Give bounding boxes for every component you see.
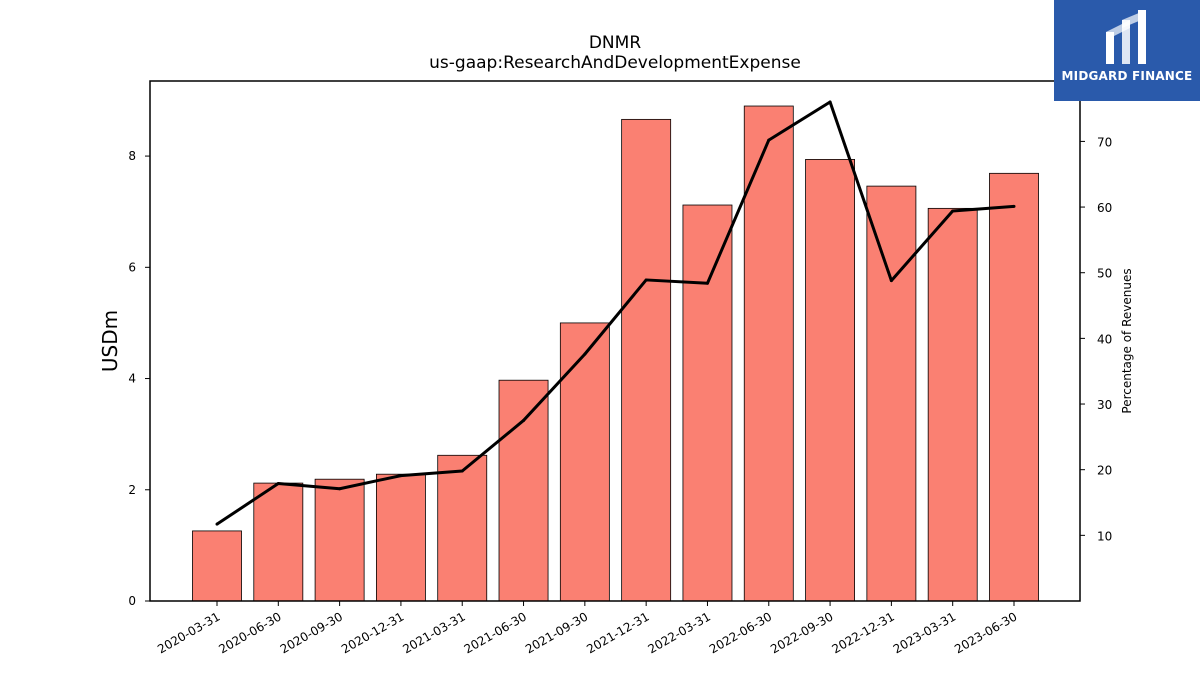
right-tick-label: 10 <box>1097 529 1112 543</box>
left-tick-label: 4 <box>128 372 136 386</box>
brand-name: MIDGARD FINANCE <box>1061 69 1193 83</box>
percentage-line <box>216 100 1015 526</box>
x-tick-label: 2022-12-31 <box>829 609 896 656</box>
bar-2021-09-30 <box>559 322 610 602</box>
left-tick-label: 8 <box>128 149 136 163</box>
left-y-axis: 0 2 4 6 8 <box>128 149 150 608</box>
right-tick-label: 50 <box>1097 267 1112 281</box>
bar-2021-03-31 <box>437 454 488 602</box>
logo-mark-icon <box>1106 10 1146 64</box>
left-tick-label: 6 <box>128 260 136 274</box>
bar-2020-09-30 <box>314 478 365 602</box>
x-tick-label: 2022-09-30 <box>768 609 835 656</box>
line-point-2022-12-31 <box>889 279 893 283</box>
x-tick-label: 2021-12-31 <box>584 609 651 656</box>
brand-logo: MIDGARD FINANCE <box>1054 0 1200 101</box>
bar-2022-12-31 <box>866 185 917 602</box>
x-tick-label: 2020-09-30 <box>278 609 345 656</box>
line-point-2021-03-31 <box>460 469 464 473</box>
bar-2022-09-30 <box>805 159 855 602</box>
bar-series <box>192 105 1039 602</box>
bar-2020-06-30 <box>253 482 304 602</box>
line-point-2023-06-30 <box>1012 204 1016 208</box>
plot-frame <box>149 80 1081 602</box>
x-tick-label: 2020-12-31 <box>339 609 406 656</box>
line-point-2023-03-31 <box>951 209 955 213</box>
bar-2021-12-31 <box>621 118 672 602</box>
x-tick-label: 2023-03-31 <box>891 609 958 656</box>
x-tick-label: 2022-03-31 <box>646 609 713 656</box>
right-tick-label: 60 <box>1097 201 1112 215</box>
line-point-2020-06-30 <box>276 481 280 485</box>
chart-subtitle: us-gaap:ResearchAndDevelopmentExpense <box>429 53 801 73</box>
bar-2021-06-30 <box>498 379 549 602</box>
bar-2020-12-31 <box>375 473 426 602</box>
x-axis: 2020-03-312020-06-302020-09-302020-12-31… <box>155 601 1020 656</box>
line-point-2022-06-30 <box>767 138 771 142</box>
bar-2023-03-31 <box>927 207 978 602</box>
line-point-2022-03-31 <box>705 281 709 285</box>
chart-title: DNMR <box>589 33 641 53</box>
x-tick-label: 2023-06-30 <box>952 609 1019 656</box>
line-point-2022-09-30 <box>828 100 832 104</box>
x-tick-label: 2021-03-31 <box>400 609 467 656</box>
left-tick-label: 2 <box>128 483 136 497</box>
x-tick-label: 2020-06-30 <box>216 609 283 656</box>
line-point-2021-06-30 <box>522 418 526 422</box>
x-tick-label: 2021-09-30 <box>523 609 590 656</box>
bar-2023-06-30 <box>989 172 1039 602</box>
x-tick-label: 2020-03-31 <box>155 609 222 656</box>
line-series <box>215 100 1016 526</box>
right-y-axis: 10 20 30 40 50 60 70 <box>1080 135 1112 543</box>
bar-2020-03-31 <box>192 530 242 602</box>
right-tick-label: 20 <box>1097 464 1112 478</box>
right-axis-label: Percentage of Revenues <box>1120 268 1134 413</box>
line-point-2020-12-31 <box>399 474 403 478</box>
right-tick-label: 70 <box>1097 135 1112 149</box>
line-point-2020-03-31 <box>215 522 219 526</box>
right-tick-label: 30 <box>1097 398 1112 412</box>
line-point-2020-09-30 <box>338 487 342 491</box>
line-point-2021-12-31 <box>644 278 648 282</box>
bar-2022-06-30 <box>743 105 794 602</box>
left-tick-label: 0 <box>128 594 136 608</box>
bar-2022-03-31 <box>682 204 733 602</box>
line-point-2021-09-30 <box>583 352 587 356</box>
x-tick-label: 2022-06-30 <box>707 609 774 656</box>
x-tick-label: 2021-06-30 <box>462 609 529 656</box>
right-tick-label: 40 <box>1097 332 1112 346</box>
left-axis-label: USDm <box>98 310 122 372</box>
